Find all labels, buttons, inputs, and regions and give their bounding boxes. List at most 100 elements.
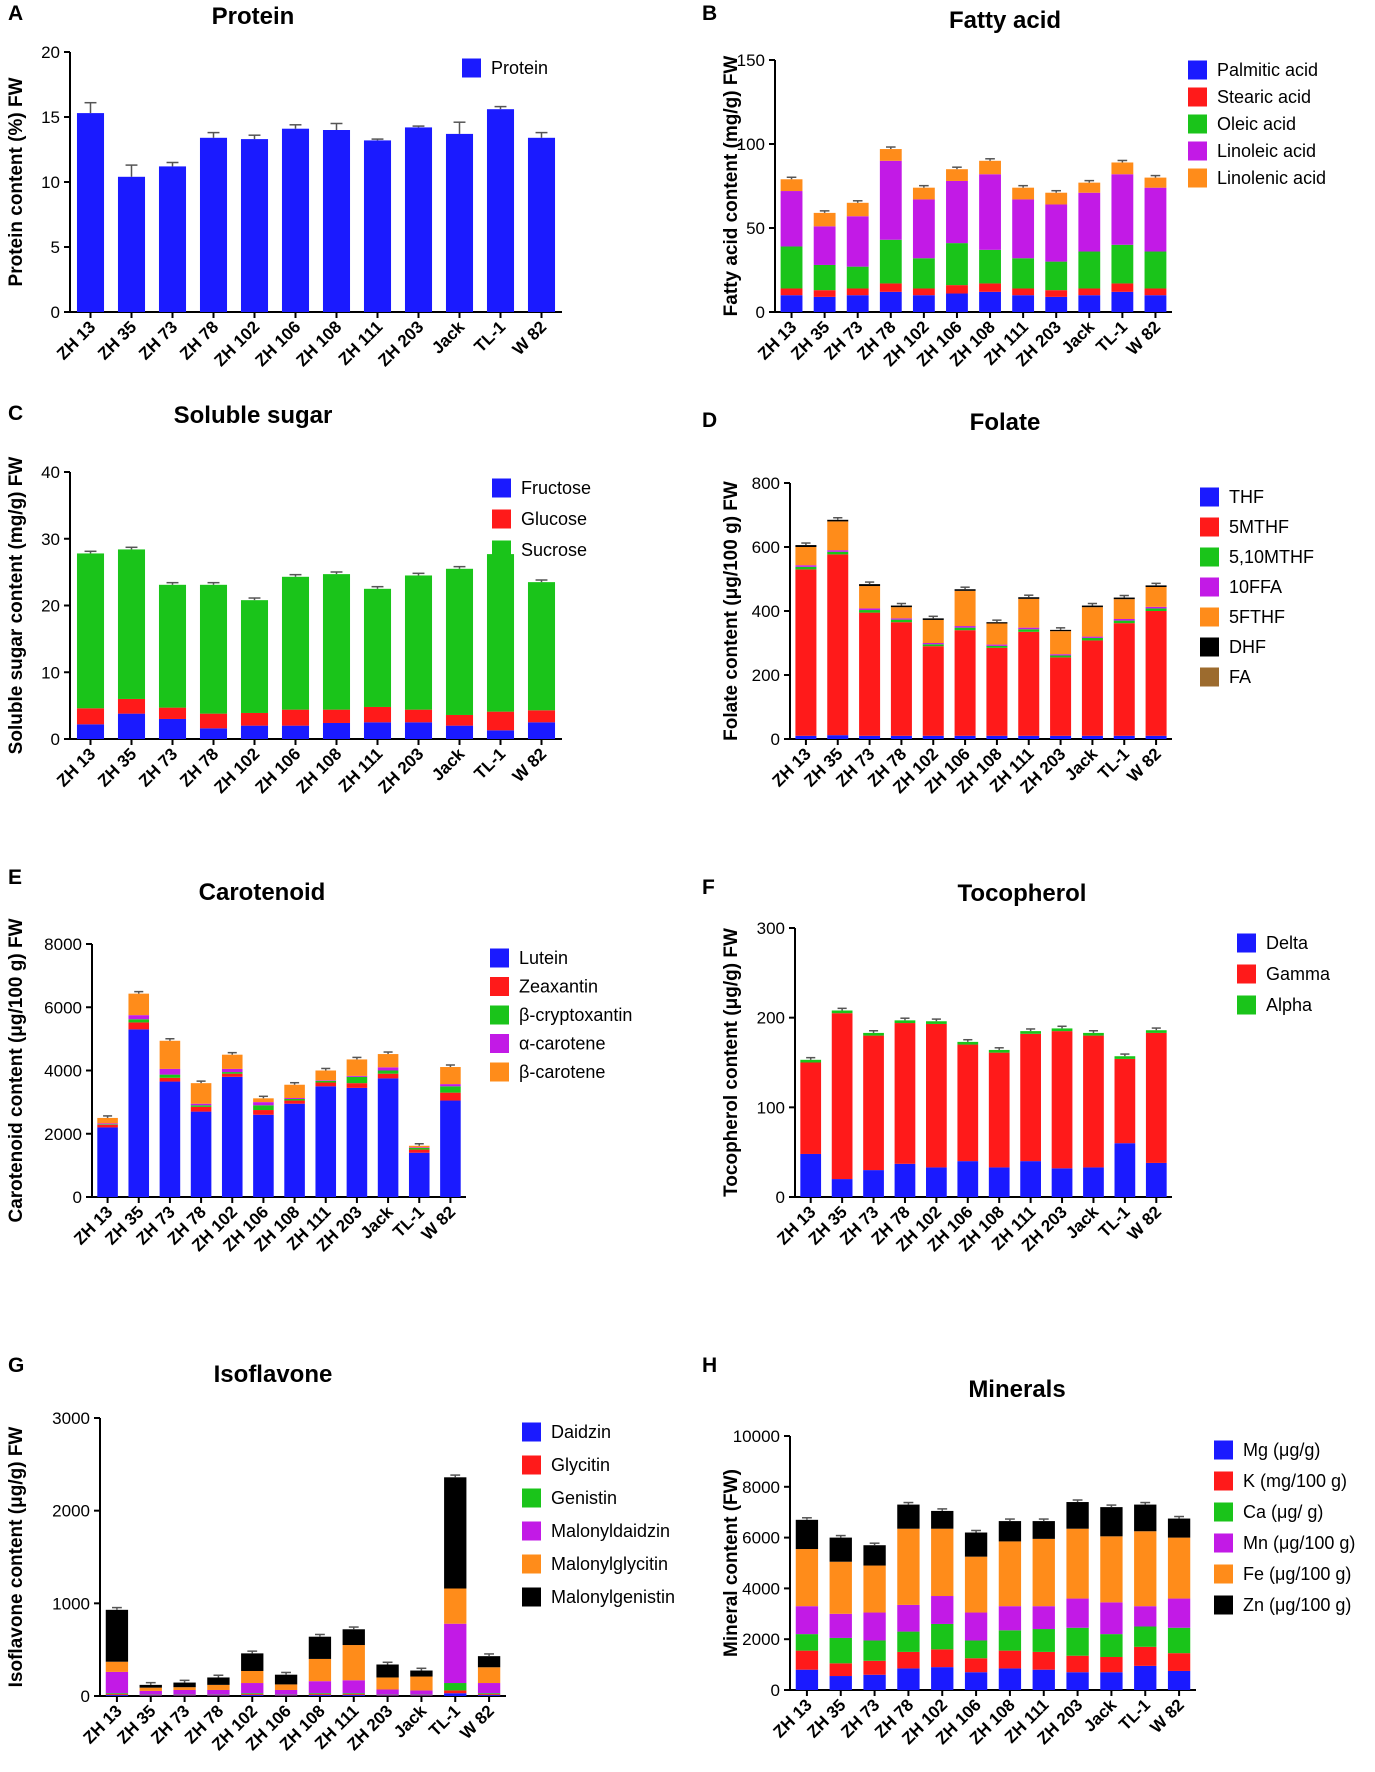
bar-lutein-zh-203	[346, 1087, 368, 1197]
y-tick-label: 0	[51, 730, 60, 749]
bar-k-mg-100-g-zh-13	[795, 1650, 819, 1670]
bar--carotene-zh-13	[97, 1123, 118, 1125]
bar-zn-g-100-g-zh-78	[897, 1504, 920, 1529]
bar-malonylglycitin-zh-203	[376, 1677, 399, 1690]
bar-stearic-acid-zh-203	[1045, 290, 1068, 297]
bar-delta-zh-108	[988, 1167, 1010, 1197]
bar-gamma-zh-106	[957, 1044, 979, 1162]
x-tick-label: ZH 73	[135, 317, 181, 363]
bar-alpha-zh-13	[800, 1059, 822, 1063]
bar-mg-g-g-zh-203	[1066, 1672, 1089, 1690]
legend-swatch	[492, 478, 511, 498]
legend-label: FA	[1229, 667, 1251, 687]
bar-ca-g-g-zh-102	[931, 1623, 954, 1650]
bar-gamma-jack	[1083, 1035, 1104, 1168]
y-tick-label: 800	[752, 474, 780, 493]
bar-sucrose-jack	[445, 568, 474, 715]
y-axis-label: Isoflavone content (μg/g) FW	[6, 1427, 27, 1688]
bar-k-mg-100-g-zh-111	[1032, 1651, 1055, 1670]
bar-5mthf-zh-203	[1050, 657, 1072, 736]
chart-panel-g: G Isoflavone Isoflavone content (μg/g) FW 0…	[6, 1354, 675, 1754]
bar-malonyldaidzin-jack	[410, 1690, 433, 1695]
bar--carotene-zh-111	[315, 1070, 337, 1081]
x-tick-label: ZH 35	[94, 317, 140, 363]
x-tick-label: TL-1	[471, 317, 510, 356]
bar-glucose-zh-203	[404, 709, 433, 723]
bar-linolenic-acid-zh-108	[979, 160, 1001, 175]
bar-thf-jack	[1081, 735, 1103, 739]
bar-mg-g-g-zh-106	[964, 1672, 988, 1690]
bar-genistin-w-82	[477, 1693, 501, 1695]
bar-10ffa-zh-35	[827, 550, 849, 552]
y-axis-label: Soluble sugar content (mg/g) FW	[6, 457, 27, 755]
y-tick-label: 10000	[733, 1427, 780, 1446]
bar-zn-g-100-g-zh-102	[931, 1510, 954, 1529]
bar-oleic-acid-zh-13	[780, 246, 803, 289]
legend-label: Daidzin	[551, 1422, 611, 1442]
bar-glucose-zh-13	[76, 708, 105, 725]
bar-5mthf-jack	[1081, 640, 1103, 736]
y-tick-label: 20	[41, 43, 60, 62]
bar-ca-g-g-zh-203	[1066, 1627, 1089, 1656]
bar--carotene-zh-203	[346, 1059, 368, 1076]
bar-mg-g-g-tl-1	[1134, 1665, 1157, 1690]
bar-glucose-zh-35	[117, 698, 146, 714]
x-tick-label: TL-1	[1115, 1695, 1154, 1734]
bar-glycitin-zh-111	[342, 1694, 365, 1696]
y-tick-label: 100	[737, 135, 765, 154]
chart-title: Protein	[212, 3, 295, 30]
legend-label: Delta	[1266, 933, 1309, 953]
bar--carotene-zh-73	[159, 1068, 181, 1075]
bar-5-10mthf-zh-102	[922, 644, 944, 647]
y-tick-label: 0	[81, 1687, 90, 1706]
bar-malonylgenistin-tl-1	[444, 1477, 467, 1589]
bar-malonylglycitin-zh-73	[173, 1687, 196, 1690]
bar-sucrose-zh-111	[363, 588, 392, 707]
bar-malonylgenistin-zh-13	[105, 1609, 129, 1662]
legend-swatch	[1214, 1595, 1233, 1615]
chart-panel-c: C Soluble sugar Soluble sugar content (mg/…	[6, 402, 591, 797]
bar-alpha-zh-35	[831, 1010, 853, 1014]
legend-label: Gamma	[1266, 964, 1331, 984]
bar-glucose-w-82	[527, 710, 556, 723]
bar-sucrose-zh-73	[158, 584, 187, 708]
legend-label: 10FFA	[1229, 577, 1282, 597]
bar-mn-g-100-g-jack	[1100, 1602, 1123, 1635]
bar-palmitic-acid-zh-111	[1012, 295, 1035, 312]
bar-5-10mthf-zh-13	[795, 566, 817, 570]
bar-malonylgenistin-zh-106	[274, 1674, 298, 1685]
bar-5mthf-zh-102	[922, 646, 944, 736]
bar-5mthf-zh-106	[954, 630, 976, 736]
y-axis-label: Mineral content (FW)	[721, 1469, 742, 1657]
bar-daidzin-tl-1	[444, 1693, 467, 1696]
legend-swatch	[1200, 667, 1219, 687]
bar--carotene-tl-1	[408, 1145, 430, 1148]
bar-fructose-zh-203	[404, 722, 433, 739]
bar-mg-g-g-zh-102	[931, 1667, 954, 1690]
legend-label: β-carotene	[519, 1062, 605, 1082]
y-tick-label: 5	[51, 238, 60, 257]
bar-linoleic-acid-zh-111	[1012, 199, 1035, 259]
bar-k-mg-100-g-zh-108	[998, 1650, 1022, 1669]
bar-5mthf-zh-111	[1018, 631, 1040, 736]
bar-malonyldaidzin-zh-13	[105, 1671, 129, 1694]
y-tick-label: 0	[756, 303, 765, 322]
legend-swatch	[490, 1034, 509, 1053]
bar-palmitic-acid-jack	[1078, 295, 1101, 312]
bar-10ffa-zh-106	[954, 626, 976, 628]
bar-linolenic-acid-zh-111	[1012, 187, 1035, 200]
bar-linoleic-acid-zh-73	[846, 216, 869, 267]
x-tick-label: Jack	[390, 1701, 431, 1742]
bar--carotene-zh-106	[253, 1102, 274, 1106]
bar-malonyldaidzin-tl-1	[444, 1623, 467, 1684]
legend-label: Genistin	[551, 1488, 617, 1508]
bar-delta-jack	[1083, 1167, 1104, 1197]
bar-10ffa-zh-78	[890, 618, 912, 620]
bar-daidzin-zh-13	[105, 1695, 129, 1696]
bar--carotene-tl-1	[408, 1147, 430, 1148]
bar-mn-g-100-g-zh-203	[1066, 1598, 1089, 1628]
bar-malonylglycitin-tl-1	[444, 1588, 467, 1624]
bar-linoleic-acid-zh-203	[1045, 204, 1068, 262]
bar-10ffa-zh-108	[986, 644, 1008, 646]
bar-sucrose-zh-203	[404, 575, 433, 710]
